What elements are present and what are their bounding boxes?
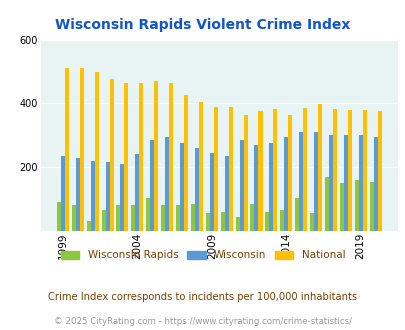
Bar [313, 132, 317, 231]
Bar [224, 156, 228, 231]
Bar [61, 156, 65, 231]
Bar [294, 197, 298, 231]
Bar [116, 206, 120, 231]
Bar [135, 154, 139, 231]
Bar [161, 206, 165, 231]
Bar [265, 212, 269, 231]
Bar [94, 72, 98, 231]
Bar [250, 204, 254, 231]
Bar [317, 104, 321, 231]
Bar [377, 112, 381, 231]
Bar [175, 206, 179, 231]
Bar [239, 140, 243, 231]
Bar [298, 132, 303, 231]
Bar [362, 110, 366, 231]
Bar [213, 107, 217, 231]
Bar [124, 82, 128, 231]
Bar [235, 216, 239, 231]
Bar [109, 80, 113, 231]
Bar [328, 135, 332, 231]
Text: Crime Index corresponds to incidents per 100,000 inhabitants: Crime Index corresponds to incidents per… [48, 292, 357, 302]
Bar [105, 162, 109, 231]
Text: Wisconsin Rapids Violent Crime Index: Wisconsin Rapids Violent Crime Index [55, 18, 350, 32]
Bar [79, 68, 83, 231]
Bar [220, 212, 224, 231]
Bar [150, 140, 154, 231]
Bar [288, 115, 292, 231]
Bar [76, 158, 79, 231]
Bar [324, 177, 328, 231]
Bar [179, 143, 183, 231]
Bar [101, 210, 105, 231]
Bar [309, 214, 313, 231]
Bar [332, 109, 336, 231]
Bar [57, 202, 61, 231]
Bar [273, 109, 277, 231]
Bar [72, 206, 76, 231]
Bar [146, 197, 150, 231]
Bar [198, 102, 202, 231]
Bar [209, 153, 213, 231]
Bar [258, 112, 262, 231]
Bar [154, 81, 158, 231]
Bar [373, 137, 377, 231]
Bar [194, 148, 198, 231]
Bar [284, 137, 288, 231]
Bar [358, 135, 362, 231]
Bar [254, 145, 258, 231]
Bar [90, 161, 94, 231]
Bar [228, 107, 232, 231]
Bar [169, 82, 173, 231]
Legend: Wisconsin Rapids, Wisconsin, National: Wisconsin Rapids, Wisconsin, National [61, 250, 344, 260]
Bar [131, 206, 135, 231]
Text: © 2025 CityRating.com - https://www.cityrating.com/crime-statistics/: © 2025 CityRating.com - https://www.city… [54, 317, 351, 326]
Bar [139, 82, 143, 231]
Bar [190, 204, 194, 231]
Bar [65, 68, 69, 231]
Bar [354, 180, 358, 231]
Bar [86, 221, 90, 231]
Bar [269, 143, 273, 231]
Bar [369, 182, 373, 231]
Bar [205, 214, 209, 231]
Bar [183, 95, 188, 231]
Bar [339, 183, 343, 231]
Bar [279, 210, 284, 231]
Bar [120, 164, 124, 231]
Bar [343, 135, 347, 231]
Bar [165, 137, 169, 231]
Bar [303, 108, 307, 231]
Bar [243, 115, 247, 231]
Bar [347, 110, 351, 231]
